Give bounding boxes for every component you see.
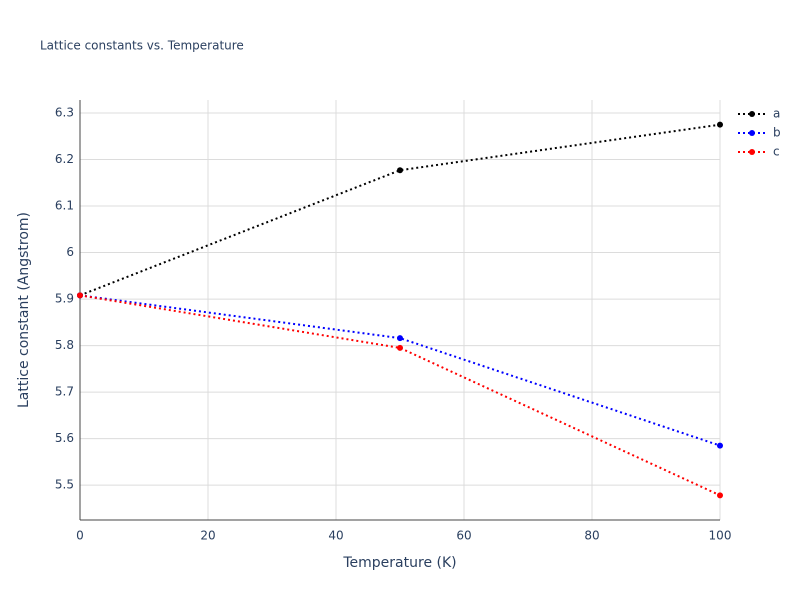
series-line	[79, 294, 721, 447]
data-point	[397, 335, 403, 342]
x-tick-label: 60	[456, 529, 471, 543]
y-tick-label: 5.6	[55, 431, 74, 445]
data-point	[717, 442, 723, 449]
legend-marker	[749, 130, 755, 136]
y-tick-label: 5.9	[55, 292, 74, 306]
y-axis-label: Lattice constant (Angstrom)	[16, 212, 32, 408]
series-line	[79, 294, 721, 497]
y-tick-label: 6.3	[55, 106, 74, 120]
y-tick-label: 6.2	[55, 152, 74, 166]
y-tick-label: 6.1	[55, 199, 74, 213]
x-tick-label: 0	[76, 529, 84, 543]
x-tick-label: 80	[584, 529, 599, 543]
y-tick-label: 6	[66, 245, 74, 259]
data-point	[397, 167, 403, 174]
data-point	[77, 292, 83, 299]
data-point	[397, 344, 403, 351]
legend-marker	[749, 111, 755, 117]
legend-label: a	[773, 107, 780, 121]
legend-label: c	[773, 145, 780, 159]
data-point	[717, 492, 723, 499]
x-tick-label: 40	[328, 529, 343, 543]
x-tick-label: 20	[200, 529, 215, 543]
series-line	[79, 123, 721, 297]
chart-title: Lattice constants vs. Temperature	[40, 39, 244, 53]
x-axis-label: Temperature (K)	[342, 555, 456, 571]
y-tick-label: 5.8	[55, 338, 74, 352]
y-tick-label: 5.5	[55, 478, 74, 492]
legend-label: b	[773, 126, 781, 140]
x-tick-label: 100	[709, 529, 732, 543]
y-tick-label: 5.7	[55, 385, 74, 399]
data-point	[717, 121, 723, 128]
legend-marker	[749, 149, 755, 155]
